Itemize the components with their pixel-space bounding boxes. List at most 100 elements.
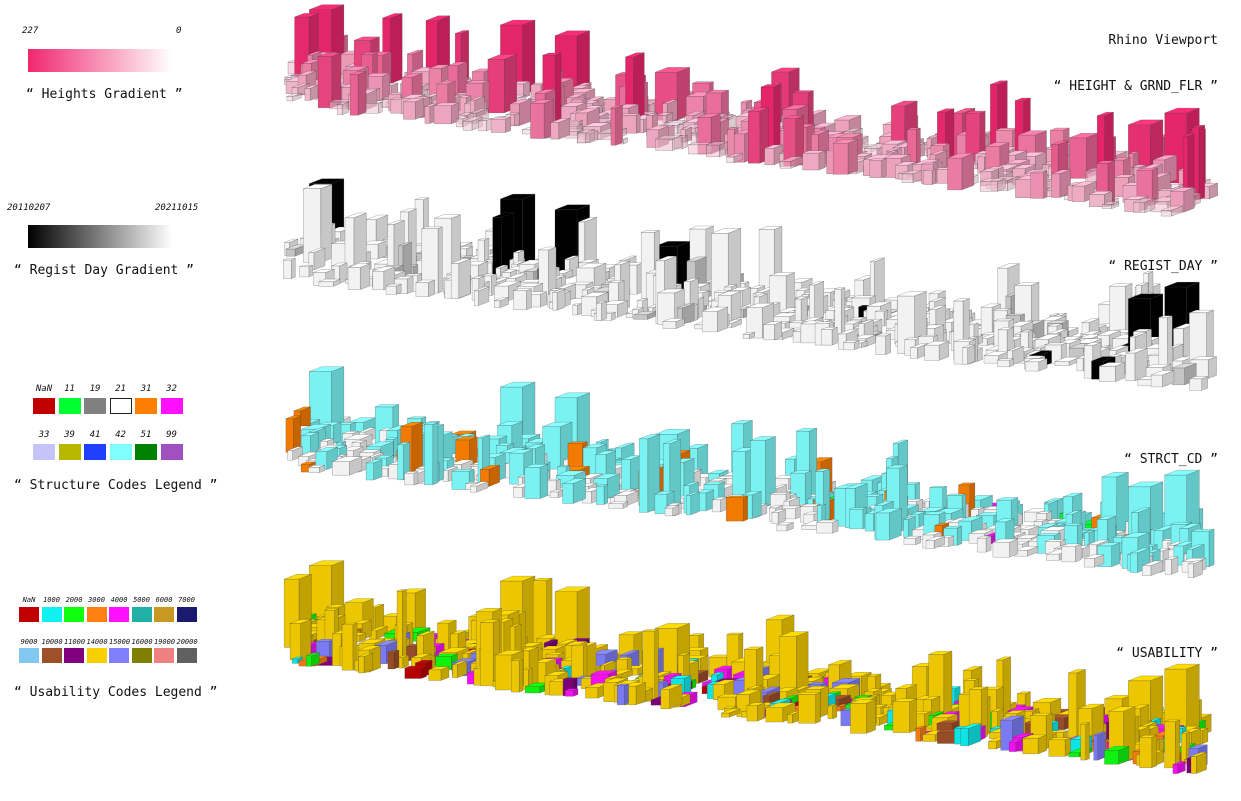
building-face [304,85,318,89]
viewport-title: Rhino Viewport [1108,33,1218,48]
legend-code-label: 2000 [65,596,83,604]
legend-code-label: 33 [38,430,50,440]
legend-swatch [109,607,129,622]
legend-code-label: 14000 [86,638,108,646]
legend-swatch [131,648,152,663]
legend-code-label: 41 [89,430,101,440]
legend-swatch [86,607,107,622]
building-face [361,52,378,55]
heights-gradient-caption: “ Heights Gradient ” [26,87,183,102]
heights-max-label: 227 [22,26,39,36]
building-face [294,13,319,18]
legend-swatch [135,444,157,460]
view-label-regist-day: “ REGIST_DAY ” [1108,259,1218,274]
building-face [433,102,459,106]
legend-code-label: 6000 [155,596,173,604]
legend-swatch [176,648,197,663]
legend-code-label: 19 [89,384,101,394]
building-face [662,99,678,104]
legend-code-label: 7000 [178,596,195,604]
legend-code-label: 19000 [154,638,176,646]
legend-code-label: 10000 [41,638,63,646]
usability-legend-caption: “ Usability Codes Legend ” [14,685,218,700]
legend-code-label: 3000 [88,596,105,604]
building-face [401,94,425,99]
building-face [401,73,423,78]
legend-code-label: 1000 [43,596,60,604]
building-face [343,66,369,71]
legend-swatch [64,648,84,663]
building-face [297,70,317,76]
legend-swatch [160,444,183,460]
building-face [466,80,490,84]
regist-start-label: 20110207 [7,203,51,213]
building-face [309,4,344,10]
legend-swatch [135,398,157,414]
building-face [350,71,367,75]
legend-code-label: 15000 [109,638,131,646]
structure-legend-caption: “ Structure Codes Legend ” [14,478,218,493]
legend-swatch [84,398,106,414]
legend-code-label: 5000 [133,596,150,604]
building-face [291,83,310,88]
view-label-height: “ HEIGHT & GRND_FLR ” [1053,79,1218,94]
building-face [307,51,322,56]
heights-min-label: 0 [176,26,182,36]
legend-swatch [160,398,183,414]
building-face [318,52,342,57]
view-label-strct-cd: “ STRCT_CD ” [1124,452,1218,467]
legend-code-label: 11 [64,384,75,394]
legend-swatch [84,444,106,460]
legend-code-label: 21 [115,384,126,394]
legend-swatch [154,648,174,663]
regist-gradient-caption: “ Regist Day Gradient ” [14,263,195,278]
legend-swatch [86,648,107,663]
building-face [382,13,403,19]
legend-swatch [58,444,81,460]
legend-code-label: 51 [140,430,152,440]
building-face [365,73,390,77]
building-face [692,81,714,84]
legend-code-label: 42 [115,430,126,440]
building-face [560,102,587,107]
building-face [470,96,485,101]
building-face [568,88,595,93]
legend-code-label: NaN [35,384,53,394]
usability-codes-legend: NaN 1000 2000 3000 4000 5000 6000 7000 9000 10000… [0,0,230,700]
legend-swatch [58,398,81,414]
building-face [554,30,590,36]
legend-code-label: 20000 [176,638,198,646]
regist-gradient-bar [28,225,172,248]
legend-swatch [41,607,62,622]
building-face [583,100,599,104]
legend-code-label: 4000 [110,596,128,604]
building-face [566,93,585,98]
legend-swatch [19,607,39,622]
building-face [458,112,474,116]
building-face [655,67,690,73]
heights-gradient-bar [28,49,172,72]
legend-swatch [33,444,55,460]
legend-swatch [131,607,152,622]
building-face [407,49,423,55]
building-face [469,108,489,114]
building-face [425,15,450,21]
legend-code-label: 31 [140,384,152,394]
building-face [424,103,438,107]
building-face [286,93,302,97]
legend-code-label: 11000 [64,638,86,646]
building-face [447,61,468,66]
building-face [403,98,424,103]
legend-swatch [176,607,197,622]
building-face [487,54,517,60]
building-face [655,112,673,116]
building-face [455,30,469,34]
legend-code-label: NaN [22,596,36,604]
legend-swatch [154,607,174,622]
building-face [337,101,349,105]
legend-swatch [109,444,132,460]
legend-swatch [41,648,62,663]
structure-codes-legend: NaN 11 19 21 31 32 33 39 41 42 51 99 [0,0,230,500]
building-face [458,95,472,98]
